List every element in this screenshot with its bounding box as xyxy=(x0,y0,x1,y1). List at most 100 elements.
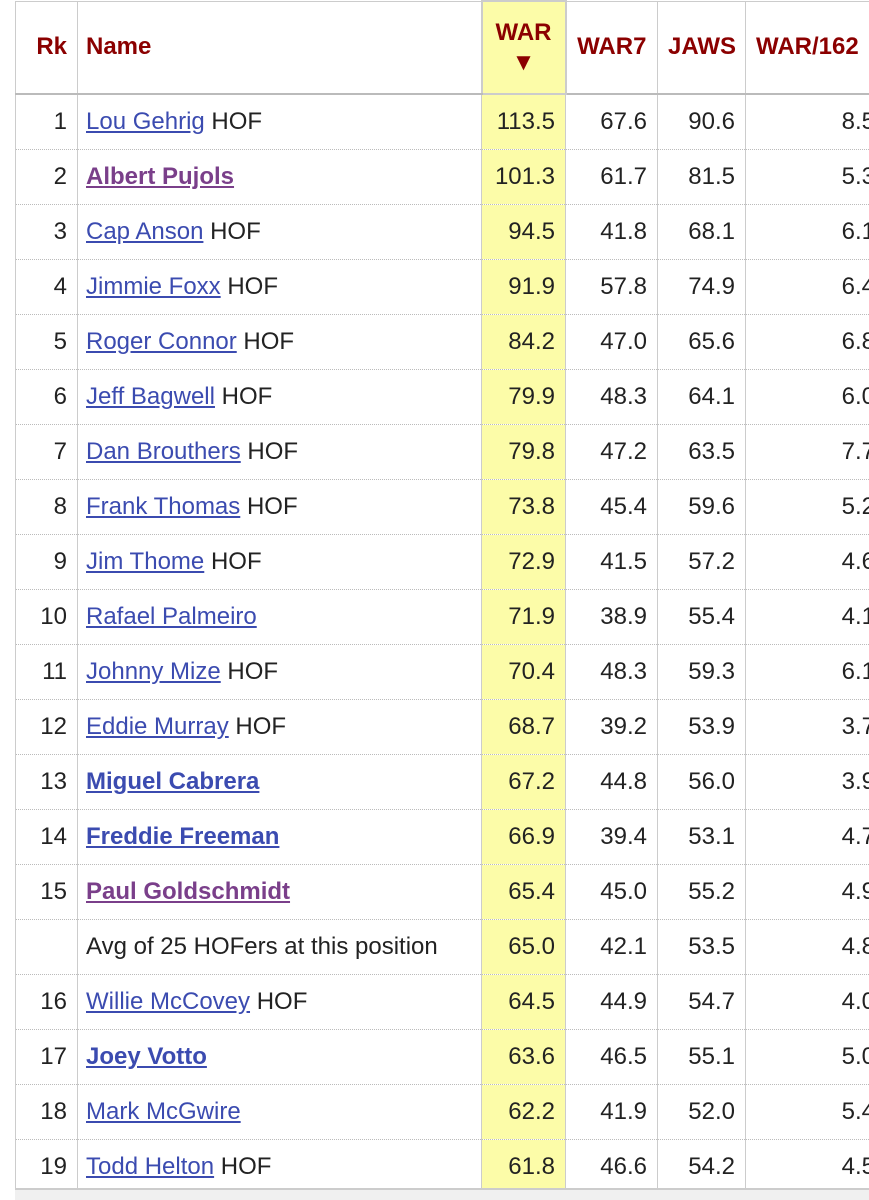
rank-cell: 8 xyxy=(15,479,78,535)
war-cell: 66.9 xyxy=(481,809,566,865)
rank: 18 xyxy=(40,1098,67,1125)
rank: 7 xyxy=(53,438,67,465)
rank-cell: 18 xyxy=(15,1084,78,1140)
player-link[interactable]: Lou Gehrig xyxy=(86,108,205,135)
jaws-cell: 54.2 xyxy=(657,1139,746,1195)
war-cell: 79.9 xyxy=(481,369,566,425)
table-row: 2 Albert Pujols 101.361.781.55.3 xyxy=(15,149,869,205)
war7-cell: 38.9 xyxy=(565,589,658,645)
player-link[interactable]: Joey Votto xyxy=(86,1043,207,1070)
table-row: 13 Miguel Cabrera 67.244.856.03.9 xyxy=(15,754,869,810)
war162-cell: 3.7 xyxy=(745,699,869,755)
player-link[interactable]: Miguel Cabrera xyxy=(86,768,260,795)
name-cell: Dan Brouthers HOF xyxy=(77,424,482,480)
jaws-cell: 55.2 xyxy=(657,864,746,920)
rank-cell: 16 xyxy=(15,974,78,1030)
war162-cell: 3.9 xyxy=(745,754,869,810)
rank-cell xyxy=(15,919,78,975)
jaws-cell: 59.6 xyxy=(657,479,746,535)
rank: 13 xyxy=(40,768,67,795)
war162-cell: 4.0 xyxy=(745,974,869,1030)
hof-tag: HOF xyxy=(220,1153,272,1180)
rank: 15 xyxy=(40,878,67,905)
header-cell[interactable]: WAR/162 xyxy=(745,0,869,95)
hof-tag: HOF xyxy=(221,383,273,410)
war7-cell: 41.8 xyxy=(565,204,658,260)
player-link[interactable]: Dan Brouthers xyxy=(86,438,241,465)
jaws-cell: 57.2 xyxy=(657,534,746,590)
rank-cell: 1 xyxy=(15,94,78,150)
rank: 14 xyxy=(40,823,67,850)
jaws-cell: 65.6 xyxy=(657,314,746,370)
player-link[interactable]: Rafael Palmeiro xyxy=(86,603,257,630)
name-cell: Mark McGwire xyxy=(77,1084,482,1140)
player-link[interactable]: Albert Pujols xyxy=(86,163,235,190)
name-cell: Albert Pujols xyxy=(77,149,482,205)
rank: 12 xyxy=(40,713,67,740)
player-link[interactable]: Eddie Murray xyxy=(86,713,229,740)
player-link[interactable]: Paul Goldschmidt xyxy=(86,878,291,905)
war7-cell: 46.6 xyxy=(565,1139,658,1195)
jaws-cell: 68.1 xyxy=(657,204,746,260)
player-link[interactable]: Jimmie Foxx xyxy=(86,273,221,300)
rank-cell: 15 xyxy=(15,864,78,920)
war162-cell: 6.4 xyxy=(745,259,869,315)
war162-cell: 8.5 xyxy=(745,94,869,150)
player-link[interactable]: Jim Thome xyxy=(86,548,205,575)
jaws-cell: 53.1 xyxy=(657,809,746,865)
rank-cell: 5 xyxy=(15,314,78,370)
war7-cell: 44.8 xyxy=(565,754,658,810)
name-cell: Lou Gehrig HOF xyxy=(77,94,482,150)
war162-cell: 7.7 xyxy=(745,424,869,480)
jaws-cell: 59.3 xyxy=(657,644,746,700)
rank-cell: 19 xyxy=(15,1139,78,1195)
player-link[interactable]: Jeff Bagwell xyxy=(86,383,215,410)
rank: 1 xyxy=(53,108,67,135)
rank: 6 xyxy=(53,383,67,410)
header-cell[interactable]: JAWS xyxy=(657,0,746,95)
rank: 2 xyxy=(53,163,67,190)
rank-cell: 10 xyxy=(15,589,78,645)
war-cell: 94.5 xyxy=(481,204,566,260)
war-cell: 67.2 xyxy=(481,754,566,810)
war7-cell: 48.3 xyxy=(565,644,658,700)
name-cell: Paul Goldschmidt xyxy=(77,864,482,920)
table-footer xyxy=(15,1188,869,1200)
name-cell: Eddie Murray HOF xyxy=(77,699,482,755)
player-link[interactable]: Willie McCovey xyxy=(86,988,251,1015)
war7-cell: 39.2 xyxy=(565,699,658,755)
header-cell[interactable]: Name xyxy=(77,0,482,95)
hof-tag: HOF xyxy=(247,438,299,465)
rank-cell: 12 xyxy=(15,699,78,755)
table-row: 15 Paul Goldschmidt 65.445.055.24.9 xyxy=(15,864,869,920)
player-link[interactable]: Johnny Mize xyxy=(86,658,221,685)
player-link[interactable]: Frank Thomas xyxy=(86,493,241,520)
rank-cell: 3 xyxy=(15,204,78,260)
rank: 8 xyxy=(53,493,67,520)
name-cell: Jimmie Foxx HOF xyxy=(77,259,482,315)
jaws-cell: 53.5 xyxy=(657,919,746,975)
header-cell[interactable]: WAR7 xyxy=(565,0,658,95)
name-cell: Joey Votto xyxy=(77,1029,482,1085)
header-cell[interactable]: Rk xyxy=(15,0,78,95)
table-row: 18 Mark McGwire 62.241.952.05.4 xyxy=(15,1084,869,1140)
war162-cell: 6.8 xyxy=(745,314,869,370)
war162-cell: 6.1 xyxy=(745,644,869,700)
player-link[interactable]: Mark McGwire xyxy=(86,1098,241,1125)
header-cell[interactable]: WAR ▼ xyxy=(480,0,567,95)
player-link[interactable]: Cap Anson xyxy=(86,218,204,245)
summary-label: Avg of 25 HOFers at this position xyxy=(86,933,438,960)
table-row: 17 Joey Votto 63.646.555.15.0 xyxy=(15,1029,869,1085)
player-link[interactable]: Todd Helton xyxy=(86,1153,215,1180)
player-link[interactable]: Freddie Freeman xyxy=(86,823,280,850)
hof-tag: HOF xyxy=(243,328,295,355)
war7-cell: 46.5 xyxy=(565,1029,658,1085)
player-link[interactable]: Roger Connor xyxy=(86,328,237,355)
war7-cell: 45.4 xyxy=(565,479,658,535)
stats-table: Rk Name WAR ▼ WAR7 JAWS WAR/162 1 Lou Gehr… xyxy=(15,0,869,1195)
